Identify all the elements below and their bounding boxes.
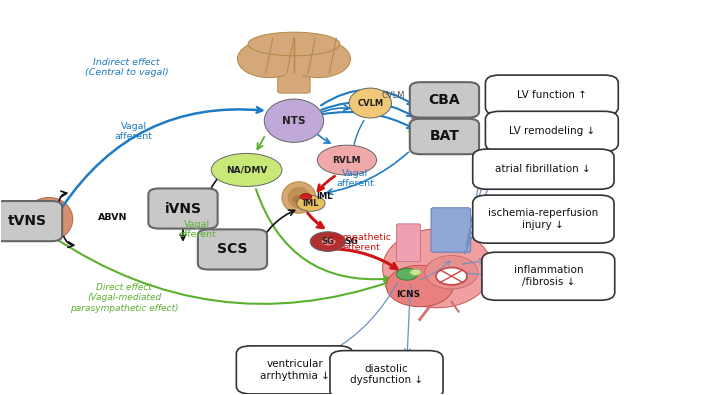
- Text: LV remodeling ↓: LV remodeling ↓: [509, 126, 595, 136]
- Ellipse shape: [248, 32, 340, 56]
- Text: CVLM: CVLM: [382, 92, 405, 100]
- FancyBboxPatch shape: [473, 195, 614, 243]
- Circle shape: [409, 127, 426, 136]
- Text: NTS: NTS: [282, 116, 306, 126]
- Text: CBA: CBA: [428, 93, 460, 107]
- Text: RVLM: RVLM: [333, 156, 361, 165]
- FancyBboxPatch shape: [486, 111, 618, 151]
- Text: SG: SG: [321, 237, 334, 246]
- Text: ABVN: ABVN: [98, 213, 127, 222]
- Circle shape: [436, 267, 467, 285]
- Ellipse shape: [211, 153, 282, 186]
- FancyBboxPatch shape: [236, 346, 353, 394]
- Ellipse shape: [292, 195, 305, 204]
- Text: Vagal
afferent: Vagal afferent: [336, 169, 375, 188]
- Ellipse shape: [39, 208, 63, 234]
- FancyBboxPatch shape: [482, 252, 615, 300]
- Text: IML: IML: [316, 192, 333, 201]
- Ellipse shape: [382, 229, 492, 308]
- FancyBboxPatch shape: [410, 119, 479, 154]
- Ellipse shape: [310, 232, 346, 252]
- Ellipse shape: [282, 182, 316, 213]
- Text: ventricular
arrhythmia ↓: ventricular arrhythmia ↓: [260, 359, 330, 381]
- Text: LV function ↑: LV function ↑: [517, 90, 587, 100]
- Text: ICNS: ICNS: [396, 290, 421, 299]
- Text: Indirect effect
(Central to vagal): Indirect effect (Central to vagal): [84, 58, 169, 77]
- Ellipse shape: [287, 40, 350, 78]
- Circle shape: [396, 268, 418, 280]
- Text: Vagal
efferent: Vagal efferent: [178, 220, 216, 239]
- FancyBboxPatch shape: [149, 188, 217, 229]
- Circle shape: [321, 238, 336, 246]
- Text: BAT: BAT: [430, 130, 459, 143]
- FancyBboxPatch shape: [0, 201, 62, 241]
- Text: SG: SG: [344, 237, 358, 246]
- FancyBboxPatch shape: [198, 229, 267, 269]
- Circle shape: [300, 194, 312, 200]
- Text: inflammation
/fibrosis ↓: inflammation /fibrosis ↓: [513, 265, 583, 287]
- Ellipse shape: [411, 111, 424, 122]
- Text: tVNS: tVNS: [8, 214, 47, 228]
- FancyBboxPatch shape: [473, 149, 614, 189]
- Ellipse shape: [297, 196, 325, 211]
- Text: diastolic
dysfunction ↓: diastolic dysfunction ↓: [350, 364, 423, 386]
- Text: iVNS: iVNS: [164, 201, 202, 216]
- Circle shape: [410, 269, 421, 275]
- Ellipse shape: [237, 40, 301, 78]
- FancyBboxPatch shape: [278, 66, 310, 93]
- FancyBboxPatch shape: [396, 224, 421, 261]
- FancyBboxPatch shape: [486, 75, 618, 115]
- Ellipse shape: [317, 145, 377, 175]
- Ellipse shape: [386, 265, 453, 307]
- Ellipse shape: [46, 212, 59, 228]
- Text: atrial fibrillation ↓: atrial fibrillation ↓: [496, 164, 591, 174]
- Text: NA/DMV: NA/DMV: [226, 166, 268, 175]
- Ellipse shape: [264, 99, 324, 142]
- Ellipse shape: [287, 187, 310, 208]
- Ellipse shape: [425, 256, 478, 289]
- Ellipse shape: [317, 234, 340, 249]
- Text: Vagal
afferent: Vagal afferent: [115, 122, 152, 141]
- Text: Direct effect
(Vagal-mediated
parasympathetic effect): Direct effect (Vagal-mediated parasympat…: [70, 283, 178, 313]
- Text: ischemia-reperfusion
injury ↓: ischemia-reperfusion injury ↓: [489, 208, 598, 230]
- FancyBboxPatch shape: [431, 208, 471, 252]
- Ellipse shape: [349, 88, 392, 118]
- Ellipse shape: [25, 198, 73, 241]
- Text: Sympathetic
efferent: Sympathetic efferent: [331, 233, 391, 252]
- FancyBboxPatch shape: [330, 351, 443, 395]
- Text: IML: IML: [302, 199, 319, 208]
- Ellipse shape: [273, 41, 315, 77]
- Text: CVLM: CVLM: [358, 98, 383, 107]
- Circle shape: [49, 209, 63, 217]
- FancyBboxPatch shape: [410, 82, 479, 118]
- Text: SCS: SCS: [217, 243, 248, 256]
